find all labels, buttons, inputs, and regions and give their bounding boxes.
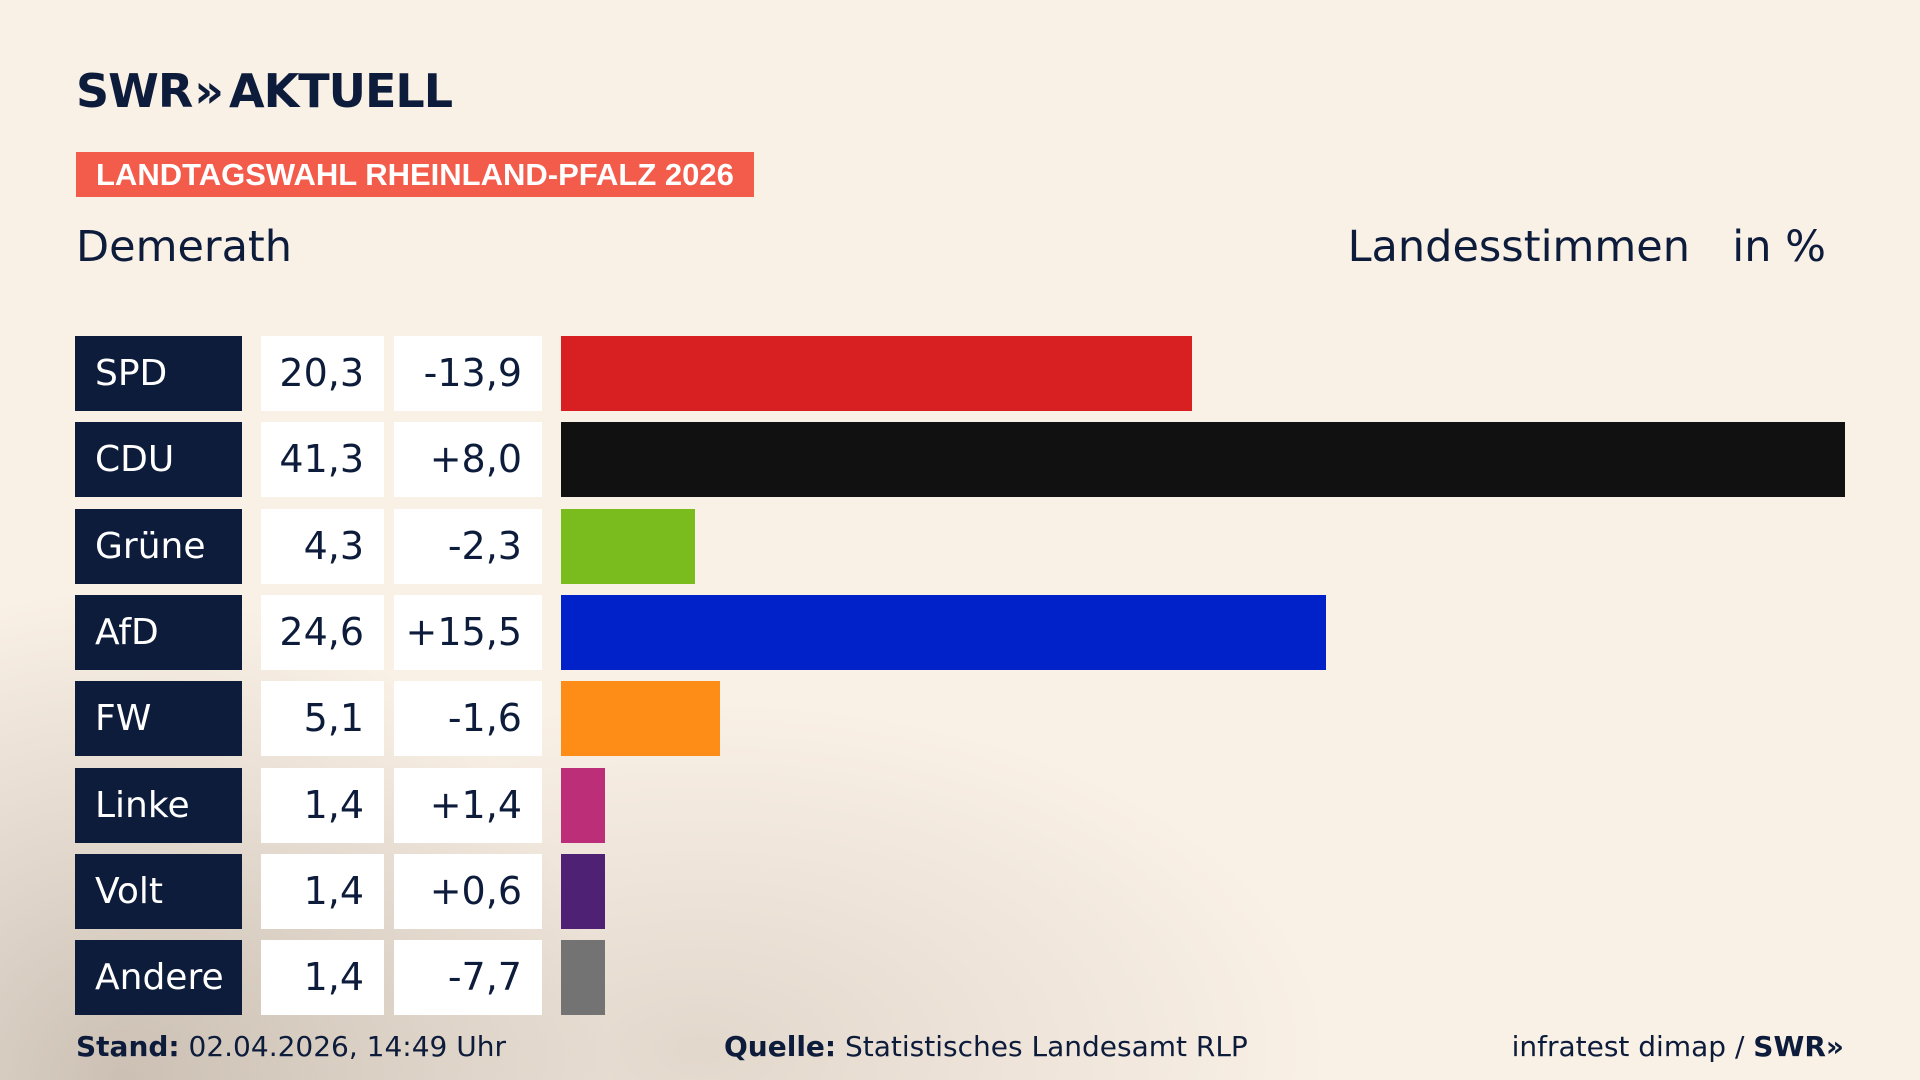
change-label: +15,5 (394, 594, 542, 670)
party-row: FW 5,1 -1,6 (75, 681, 1855, 757)
change-label: +8,0 (394, 422, 542, 498)
credit-text: infratest dimap / (1511, 1030, 1745, 1063)
change-label: -2,3 (394, 508, 542, 584)
credit-swr-logo: SWR» (1753, 1030, 1844, 1063)
result-bar (561, 508, 695, 584)
result-bar (561, 767, 605, 843)
brand-product: AKTUELL (229, 64, 453, 118)
party-row: Grüne 4,3 -2,3 (75, 508, 1855, 584)
result-bar (561, 594, 1326, 670)
footer-credit: infratest dimap / SWR» (1512, 1030, 1844, 1063)
party-label: FW (75, 681, 242, 757)
vote-share-label: 1,4 (261, 853, 384, 929)
party-row: AfD 24,6 +15,5 (75, 594, 1855, 670)
change-label: +0,6 (394, 853, 542, 929)
stand-label: Stand: (76, 1030, 180, 1063)
party-label: Grüne (75, 508, 242, 584)
vote-share-label: 24,6 (261, 594, 384, 670)
result-bar (561, 422, 1845, 498)
vote-share-label: 1,4 (261, 940, 384, 1016)
change-label: -1,6 (394, 681, 542, 757)
footer-source: Quelle: Statistisches Landesamt RLP (724, 1030, 1248, 1063)
change-label: -13,9 (394, 336, 542, 411)
party-label: Volt (75, 853, 242, 929)
measure-label: Landesstimmen (1347, 222, 1690, 272)
unit-label: in % (1732, 222, 1826, 272)
vote-share-label: 4,3 (261, 508, 384, 584)
party-label: SPD (75, 336, 242, 411)
place-title: Demerath (76, 222, 293, 272)
stand-value: 02.04.2026, 14:49 Uhr (188, 1030, 506, 1063)
party-label: Linke (75, 767, 242, 843)
party-row: SPD 20,3 -13,9 (75, 336, 1855, 411)
brand-name: SWR (76, 64, 193, 118)
party-row: Linke 1,4 +1,4 (75, 767, 1855, 843)
result-bar (561, 853, 605, 929)
change-label: -7,7 (394, 940, 542, 1016)
brand-chevron-icon: » (194, 64, 224, 118)
result-bar (561, 681, 720, 757)
change-label: +1,4 (394, 767, 542, 843)
party-row: CDU 41,3 +8,0 (75, 422, 1855, 498)
party-row: Volt 1,4 +0,6 (75, 853, 1855, 929)
vote-share-label: 20,3 (261, 336, 384, 411)
vote-share-label: 5,1 (261, 681, 384, 757)
source-value: Statistisches Landesamt RLP (845, 1030, 1248, 1063)
vote-share-label: 1,4 (261, 767, 384, 843)
swr-aktuell-logo: SWR» AKTUELL (76, 64, 453, 118)
party-label: CDU (75, 422, 242, 498)
result-bar (561, 940, 605, 1016)
party-label: AfD (75, 594, 242, 670)
source-label: Quelle: (724, 1030, 837, 1063)
party-row: Andere 1,4 -7,7 (75, 940, 1855, 1016)
election-tag: LANDTAGSWAHL RHEINLAND-PFALZ 2026 (76, 152, 754, 197)
result-bar (561, 336, 1192, 411)
vote-share-label: 41,3 (261, 422, 384, 498)
footer-stand: Stand: 02.04.2026, 14:49 Uhr (76, 1030, 506, 1063)
party-label: Andere (75, 940, 242, 1016)
